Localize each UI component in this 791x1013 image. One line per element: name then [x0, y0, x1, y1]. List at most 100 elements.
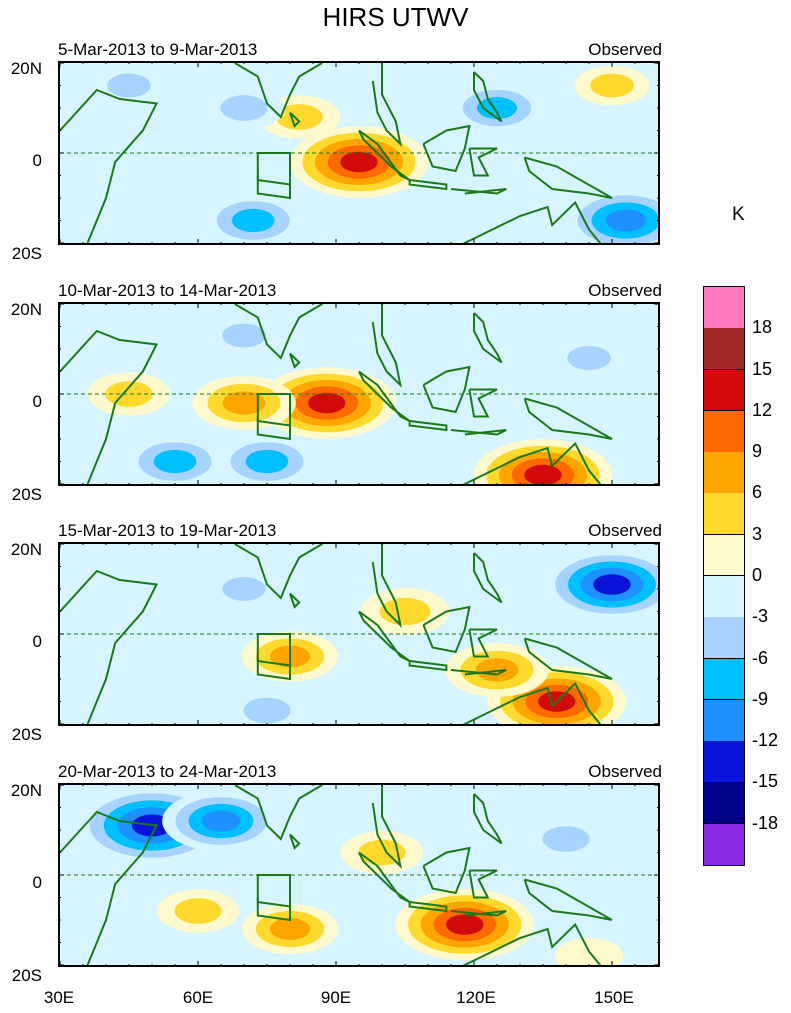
colorbar-segment: [704, 576, 744, 618]
anomaly-contour-band: [308, 392, 346, 414]
colorbar-level-label: 3: [752, 523, 763, 544]
lon-label-120e: 120E: [456, 988, 496, 1007]
coastline: [462, 922, 602, 965]
coastline: [523, 397, 613, 440]
panel-tag-label: Observed: [588, 762, 662, 781]
coastline: [289, 111, 301, 128]
units-label: K: [732, 204, 745, 225]
anomaly-contour-band: [231, 208, 275, 233]
colorbar-segment: [704, 823, 744, 866]
anomaly-contour-band: [605, 209, 646, 232]
coastline: [60, 810, 159, 965]
lat-label-0: 0: [32, 873, 42, 892]
colorbar-segment: [704, 369, 744, 412]
coastline: [289, 592, 301, 609]
colorbar-segment: [704, 410, 744, 453]
anomaly-contour-band: [222, 323, 266, 348]
panel-period-label: 5-Mar-2013 to 9-Mar-2013: [58, 40, 258, 59]
colorbar-segment: [704, 699, 744, 742]
coastline: [462, 200, 602, 243]
contour-map: [60, 304, 658, 484]
coastline: [450, 910, 507, 917]
panel-period-label: 20-Mar-2013 to 24-Mar-2013: [58, 762, 277, 781]
coastline: [523, 637, 613, 680]
anomaly-contour-band: [201, 810, 241, 832]
coastline: [408, 660, 448, 672]
anomaly-contour-band: [153, 449, 197, 474]
lat-label-0: 0: [32, 392, 42, 411]
coastline: [371, 544, 403, 628]
panel-period-label: 10-Mar-2013 to 14-Mar-2013: [58, 281, 277, 300]
map-plot-area: [58, 302, 660, 486]
coastline: [408, 901, 448, 913]
colorbar-segment: [704, 534, 744, 577]
anomaly-contour-band: [340, 151, 378, 173]
colorbar-level-label: 18: [752, 317, 773, 338]
anomaly-contour-band: [590, 73, 634, 98]
coastline: [468, 869, 498, 899]
anomaly-contour-band: [269, 918, 311, 940]
lat-label-20n: 20N: [10, 781, 42, 800]
coastline: [473, 793, 503, 845]
anomaly-contour-band: [107, 73, 151, 98]
anomaly-contour-band: [476, 97, 518, 119]
lat-label-0: 0: [32, 151, 42, 170]
colorbar-level-label: -12: [752, 730, 779, 751]
anomaly-contour-band: [567, 346, 611, 370]
coastline: [422, 605, 471, 654]
coastline: [473, 71, 503, 123]
colorbar-level-label: -3: [752, 606, 769, 627]
coastline: [60, 88, 159, 243]
anomaly-contour-band: [245, 449, 289, 474]
anomaly-contour-band: [243, 697, 291, 724]
coastline: [60, 569, 159, 724]
coastline: [462, 441, 602, 484]
panel-tag-label: Observed: [588, 40, 662, 59]
colorbar-level-label: 0: [752, 565, 763, 585]
map-panel-2: 10-Mar-2013 to 14-Mar-2013 Observed 20N …: [0, 281, 700, 511]
colorbar-level-label: -9: [752, 688, 769, 709]
lat-label-20s: 20S: [11, 244, 42, 263]
coastline: [234, 304, 323, 360]
panel-tag-label: Observed: [588, 281, 662, 300]
anomaly-contour-band: [174, 898, 222, 924]
coastline: [371, 785, 403, 869]
colorbar-segment: [704, 287, 744, 329]
anomaly-contour-band: [222, 577, 266, 601]
lat-label-20n: 20N: [10, 300, 42, 319]
lon-label-90e: 90E: [320, 988, 352, 1007]
colorbar-segment: [704, 741, 744, 783]
colorbar-segment: [704, 782, 744, 825]
coastline: [289, 833, 301, 850]
colorbar-segment: [704, 452, 744, 494]
panel-tag-label: Observed: [588, 521, 662, 540]
coastline: [462, 681, 602, 724]
lat-label-20n: 20N: [10, 540, 42, 559]
coastline: [371, 304, 403, 388]
coastline: [473, 552, 503, 604]
coastline: [450, 188, 507, 195]
lat-label-20s: 20S: [11, 485, 42, 504]
colorbar-segment: [704, 328, 744, 371]
lat-label-20s: 20S: [11, 966, 42, 985]
coastline: [422, 846, 471, 895]
colorbar-level-label: -18: [752, 812, 779, 833]
coastline: [234, 785, 323, 841]
colorbar-level-label: 15: [752, 358, 773, 379]
colorbar-level-label: 6: [752, 482, 763, 503]
coastline: [450, 429, 507, 436]
anomaly-contour-band: [222, 391, 266, 415]
coastline: [468, 628, 498, 658]
chart-title: HIRS UTWV: [322, 2, 469, 32]
coastline: [289, 352, 301, 369]
contour-map: [60, 544, 658, 724]
coastline: [523, 156, 613, 199]
colorbar-segment: [704, 658, 744, 701]
anomaly-contour-band: [220, 95, 268, 121]
coastline: [234, 63, 323, 119]
coastline: [60, 329, 159, 484]
lat-label-20s: 20S: [11, 725, 42, 744]
coastline: [523, 878, 613, 921]
anomaly-contour-band: [524, 464, 562, 484]
lon-label-150e: 150E: [594, 988, 634, 1007]
